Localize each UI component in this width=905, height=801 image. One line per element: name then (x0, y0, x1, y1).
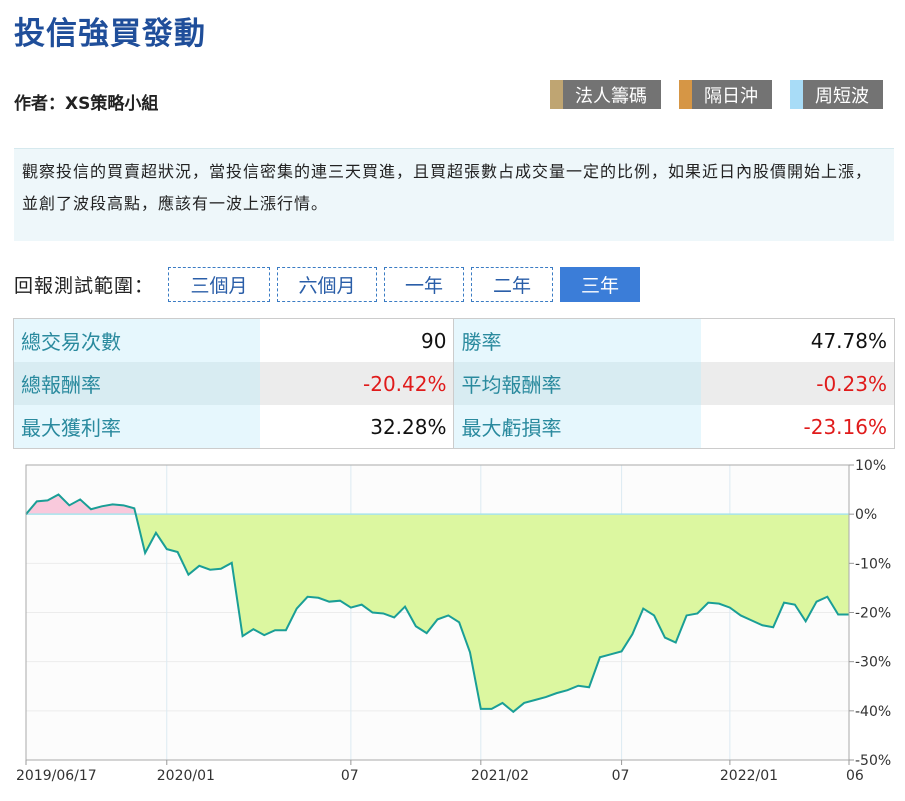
y-tick-label: -30% (855, 655, 891, 671)
tag-label: 隔日沖 (704, 85, 758, 107)
strategy-description: 觀察投信的買賣超狀況，當投信密集的連三天買進，且買超張數占成交量一定的比例，如果… (14, 148, 894, 241)
tag-label: 周短波 (815, 85, 869, 107)
positive-area (26, 494, 136, 515)
stats-row: 最大獲利率 32.28% 最大虧損率 -23.16% (13, 405, 895, 449)
stat-value: -23.16% (700, 405, 895, 449)
stat-label: 總報酬率 (13, 362, 261, 405)
stat-value: 32.28% (260, 405, 455, 449)
stat-label: 平均報酬率 (453, 362, 701, 405)
tag-color-swatch (679, 80, 692, 109)
stats-row: 總報酬率 -20.42% 平均報酬率 -0.23% (13, 362, 895, 405)
tag-button[interactable]: 隔日沖 (679, 80, 772, 109)
author: 作者：XS策略小組 (14, 94, 159, 114)
x-tick-label: 2019/06/17 (16, 768, 97, 784)
stat-label: 勝率 (453, 318, 701, 362)
stat-label: 最大虧損率 (453, 405, 701, 449)
stat-value: -0.23% (700, 362, 895, 405)
x-tick-label: 07 (341, 768, 359, 784)
tag-button[interactable]: 法人籌碼 (550, 80, 661, 109)
range-option[interactable]: 二年 (471, 267, 554, 302)
stats-row: 總交易次數 90 勝率 47.78% (13, 318, 895, 362)
y-tick-label: -10% (855, 556, 891, 572)
range-option[interactable]: 三年 (560, 267, 641, 302)
y-tick-label: -50% (855, 753, 891, 769)
stats-table: 總交易次數 90 勝率 47.78% 總報酬率 -20.42% 平均報酬率 -0.23% 最大獲… (13, 318, 895, 449)
tag-color-swatch (550, 80, 563, 109)
range-option[interactable]: 一年 (384, 267, 465, 302)
page-title: 投信強買發動 (14, 16, 206, 52)
y-tick-label: -20% (855, 606, 891, 622)
range-option[interactable]: 三個月 (168, 267, 271, 302)
stat-value: -20.42% (260, 362, 455, 405)
stat-value: 90 (260, 318, 455, 362)
backtest-range: 回報測試範圍： 三個月 六個月 一年 二年 三年 (14, 267, 647, 302)
tag-color-swatch (790, 80, 803, 109)
tag-label: 法人籌碼 (575, 85, 647, 107)
x-tick-label: 2020/01 (157, 768, 215, 784)
y-tick-label: 10% (855, 458, 886, 474)
negative-area (26, 514, 849, 712)
x-tick-label: 06 (846, 768, 864, 784)
tag-button[interactable]: 周短波 (790, 80, 883, 109)
x-tick-label: 2022/01 (720, 768, 778, 784)
stat-value: 47.78% (700, 318, 895, 362)
stat-label: 總交易次數 (13, 318, 261, 362)
y-tick-label: 0% (855, 507, 877, 523)
range-option[interactable]: 六個月 (277, 267, 378, 302)
range-label: 回報測試範圍： (14, 275, 155, 297)
x-tick-label: 07 (612, 768, 630, 784)
y-tick-label: -40% (855, 704, 891, 720)
tag-list: 法人籌碼 隔日沖 周短波 (550, 80, 883, 109)
x-tick-label: 2021/02 (471, 768, 529, 784)
stat-label: 最大獲利率 (13, 405, 261, 449)
